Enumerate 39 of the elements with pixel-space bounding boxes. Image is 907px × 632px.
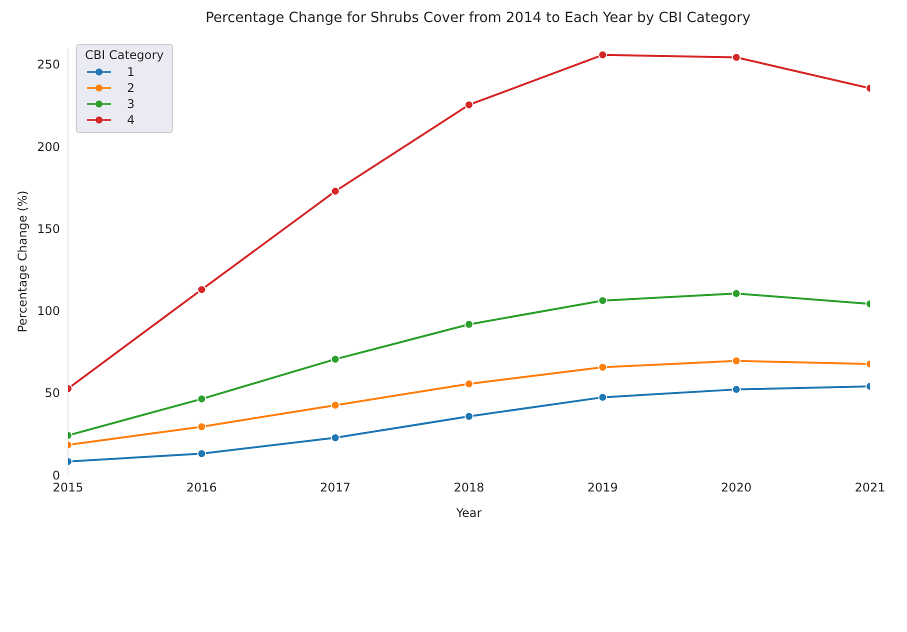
point <box>732 52 741 62</box>
x-tick-label: 2015 <box>52 480 84 495</box>
x-axis-title: Year <box>455 506 482 520</box>
y-tick-label: 0 <box>52 468 60 482</box>
point <box>464 100 474 110</box>
point <box>197 449 206 458</box>
point <box>330 400 340 410</box>
legend-label: 4 <box>127 113 135 127</box>
y-tick-label: 150 <box>37 222 60 236</box>
point <box>598 296 608 306</box>
point <box>330 186 340 196</box>
x-tick-label: 2018 <box>454 480 484 495</box>
point <box>732 356 741 366</box>
y-tick-label: 50 <box>44 386 60 400</box>
point <box>464 379 474 388</box>
x-tick-label: 2016 <box>186 480 217 495</box>
point <box>732 384 741 394</box>
legend-title: CBI Category <box>85 48 164 62</box>
x-tick-label: 2017 <box>320 480 351 495</box>
point <box>330 433 340 442</box>
point <box>197 285 206 294</box>
y-axis-title: Percentage Change (%) <box>15 190 30 332</box>
legend-label: 3 <box>127 97 135 111</box>
point <box>598 362 608 372</box>
point <box>598 392 608 402</box>
x-tick-label: 2020 <box>721 480 752 495</box>
x-tick-label: 2019 <box>587 480 618 495</box>
y-tick-label: 100 <box>37 304 60 318</box>
point <box>197 422 206 432</box>
legend-label: 2 <box>127 81 135 95</box>
legend-label: 1 <box>127 65 135 79</box>
point <box>464 320 474 329</box>
x-tick-label: 2021 <box>854 480 886 495</box>
point <box>598 50 608 60</box>
chart-title: Percentage Change for Shrubs Cover from 2014 to Each Year by CBI Category <box>204 10 752 26</box>
y-tick-label: 200 <box>37 140 60 154</box>
point <box>464 412 474 421</box>
point <box>330 354 340 364</box>
y-tick-label: 250 <box>37 58 60 72</box>
